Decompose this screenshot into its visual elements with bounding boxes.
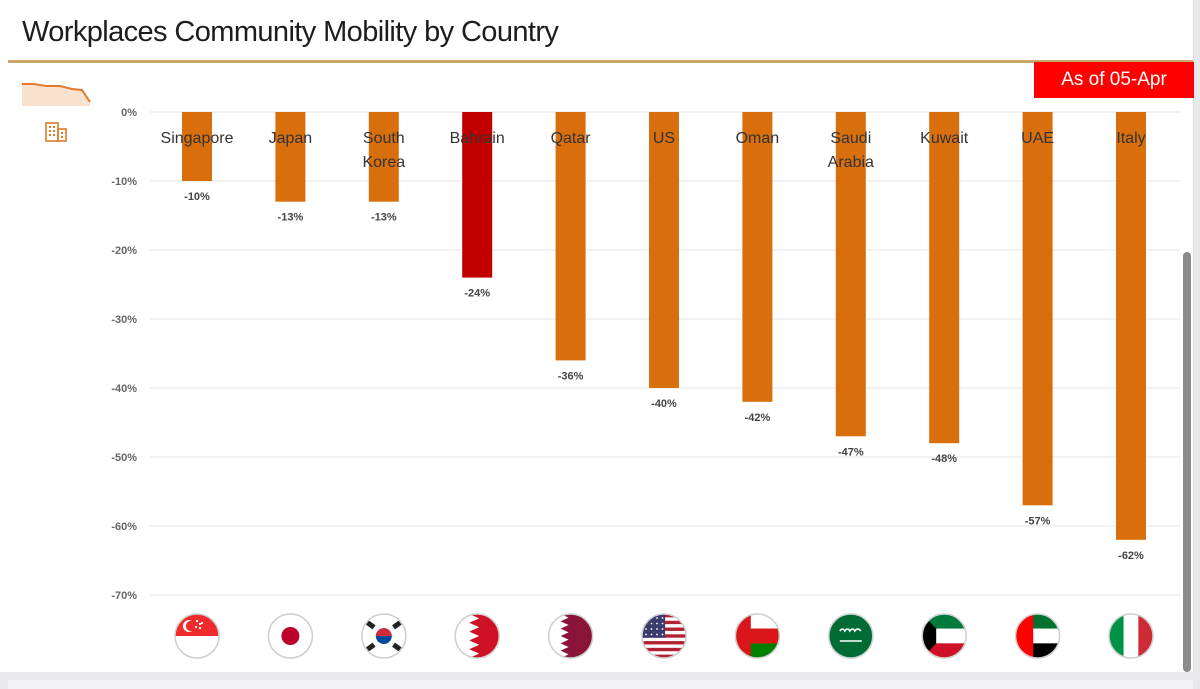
category-label: Kuwait [920, 130, 969, 147]
qatar-flag-icon [548, 614, 593, 658]
singapore-flag-icon [175, 614, 219, 658]
flag-border [1014, 613, 1061, 659]
bar-singapore [182, 112, 212, 181]
y-tick-label: -70% [111, 590, 137, 602]
data-label: -10% [184, 191, 210, 203]
chart-card: Workplaces Community Mobility by Country… [0, 0, 1194, 672]
mini-line-chart-icon [22, 83, 91, 106]
bar-bahrain [462, 112, 493, 278]
next-card-edge [8, 680, 1193, 689]
data-label: -62% [1118, 550, 1144, 562]
flag-border [734, 613, 781, 659]
data-label: -47% [838, 446, 864, 458]
flag-border [361, 613, 407, 659]
flag-border [1108, 613, 1154, 659]
us-flag-icon [642, 614, 686, 658]
bar-south-korea [368, 112, 399, 202]
bar-japan [275, 112, 306, 202]
data-label: -40% [651, 398, 677, 410]
south-korea-flag-icon [361, 614, 406, 658]
flag-border [267, 613, 314, 659]
category-label: Saudi Arabia [828, 130, 874, 171]
category-label: US [653, 130, 675, 147]
category-label: Qatar [551, 130, 592, 147]
category-label: Bahrain [450, 130, 505, 147]
category-label: Italy [1116, 130, 1145, 147]
category-label: Japan [269, 130, 313, 147]
category-label: South Korea [362, 130, 405, 171]
data-label: -13% [371, 212, 397, 224]
bar-qatar [555, 112, 586, 361]
y-tick-label: -30% [111, 314, 137, 326]
bar-uae [1022, 112, 1053, 506]
category-label: UAE [1021, 130, 1054, 147]
y-tick-label: -40% [111, 383, 137, 395]
bar-italy [1116, 112, 1146, 540]
category-label: Oman [736, 130, 780, 147]
date-badge: As of 05-Apr [1034, 62, 1194, 98]
bar-oman [742, 112, 773, 402]
page-title: Workplaces Community Mobility by Country [22, 16, 559, 48]
flag-border [454, 613, 500, 659]
flag-border [547, 613, 594, 659]
flag-border [174, 613, 220, 659]
office-building-icon [45, 122, 67, 142]
data-label: -24% [464, 288, 490, 300]
data-label: -36% [558, 370, 584, 382]
title-divider [8, 60, 1193, 63]
y-tick-label: 0% [121, 107, 137, 119]
bahrain-flag-icon [455, 614, 500, 658]
data-label: -13% [278, 212, 304, 224]
japan-flag-icon [268, 614, 313, 658]
data-label: -48% [931, 453, 957, 465]
flag-border [828, 613, 874, 659]
flag-border [921, 613, 967, 659]
category-label: Singapore [161, 130, 234, 147]
bar-chart: 0% -10% -20% -30% -40% -50% -60% -70% -10% Singap… [111, 107, 1180, 659]
saudi-arabia-flag-icon [828, 614, 873, 658]
y-tick-label: -20% [111, 245, 137, 257]
y-tick-label: -60% [111, 521, 137, 533]
bar-saudi-arabia [835, 112, 866, 437]
bar-us [649, 112, 679, 388]
vertical-scrollbar[interactable] [1183, 252, 1191, 672]
data-label: -42% [745, 412, 771, 424]
y-tick-label: -10% [111, 176, 137, 188]
flag-border [641, 613, 687, 659]
y-tick-label: -50% [111, 452, 137, 464]
bar-kuwait [929, 112, 960, 444]
data-label: -57% [1025, 515, 1051, 527]
